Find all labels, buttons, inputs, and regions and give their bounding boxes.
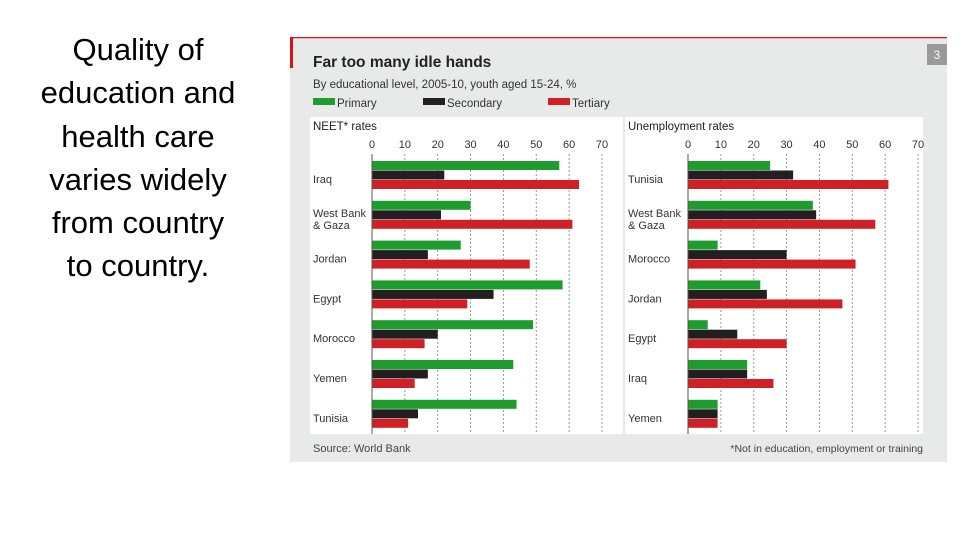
unemployment-tick-label-50: 50 [846,139,858,151]
unemployment-bar-jordan-secondary [688,289,767,299]
neet-category-label-egypt: Egypt [313,293,341,305]
neet-bar-iraq-primary [372,161,560,170]
unemployment-bar-morocco-primary [688,240,718,250]
neet-tick-label-50: 50 [530,139,542,151]
unemployment-category-label-yemen: Yemen [628,413,662,425]
page-badge-number: 3 [934,50,940,62]
unemployment-tick-label-30: 30 [780,139,792,151]
neet-bar-iraq-tertiary [372,180,579,189]
neet-panel: NEET* rates 0 10 20 30 40 50 60 70 Iraq West Bank&… [310,117,623,434]
unemployment-bar-egypt-tertiary [688,339,787,349]
neet-tick-label-20: 20 [432,139,444,151]
neet-tick-label-10: 10 [399,139,411,151]
neet-category-label-west-bank-gaza-line1: West Bank [313,208,366,220]
neet-category-label-morocco: Morocco [313,333,355,345]
neet-bar-morocco-tertiary [372,339,425,349]
legend-swatch-secondary [423,98,445,105]
chart-canvas: Far too many idle hands By educational l… [290,37,947,455]
page-badge [927,44,947,65]
unemployment-category-label-tunisia: Tunisia [628,174,664,186]
unemployment-bar-west-bank-gaza-primary [688,200,813,210]
unemployment-bar-egypt-primary [688,320,708,330]
neet-panel-title: NEET* rates [313,121,377,133]
legend-label-tertiary: Tertiary [572,98,610,110]
unemployment-tick-label-60: 60 [879,139,891,151]
neet-bar-egypt-primary [372,280,563,290]
neet-bar-yemen-tertiary [372,379,415,388]
neet-bar-egypt-secondary [372,289,494,299]
neet-bar-egypt-tertiary [372,299,468,309]
neet-category-label-yemen: Yemen [313,373,347,385]
unemployment-bar-egypt-secondary [688,329,738,339]
neet-bar-west-bank-gaza-primary [372,200,471,210]
chart-title: Far too many idle hands [313,54,491,71]
neet-bar-west-bank-gaza-tertiary [372,219,573,229]
legend-label-secondary: Secondary [447,98,502,110]
neet-bar-jordan-tertiary [372,259,530,269]
neet-tick-label-0: 0 [369,139,375,151]
unemployment-category-label-west-bank-gaza-line2: & Gaza [628,220,666,232]
neet-bar-tunisia-secondary [372,409,418,419]
unemployment-bar-jordan-tertiary [688,299,843,309]
unemployment-bar-tunisia-primary [688,161,771,170]
neet-tick-label-60: 60 [563,139,575,151]
unemployment-category-label-jordan: Jordan [628,293,662,305]
unemployment-bar-morocco-tertiary [688,259,856,269]
legend-label-primary: Primary [337,98,377,110]
slide-body-text: Quality of education and health care var… [40,32,236,284]
neet-category-label-jordan: Jordan [313,254,347,266]
unemployment-bar-iraq-secondary [688,369,748,379]
unemployment-category-label-egypt: Egypt [628,333,656,345]
chart-footnote: *Not in education, employment or trainin… [730,443,923,455]
unemployment-category-label-west-bank-gaza-line1: West Bank [628,208,681,220]
chart-figure: Far too many idle hands By educational l… [290,37,947,462]
unemployment-category-label-iraq: Iraq [628,373,647,385]
unemployment-panel-background [625,117,923,434]
unemployment-bar-iraq-primary [688,360,748,369]
unemployment-bar-morocco-secondary [688,250,787,260]
unemployment-tick-label-10: 10 [715,139,727,151]
unemployment-bar-tunisia-tertiary [688,180,889,189]
neet-tick-label-70: 70 [596,139,608,151]
unemployment-panel: Unemployment rates 0 10 20 30 40 50 60 70 Tunisia… [625,117,924,434]
unemployment-tick-label-40: 40 [813,139,825,151]
neet-tick-label-40: 40 [497,139,509,151]
unemployment-bar-iraq-tertiary [688,379,774,388]
accent-bar [290,37,293,68]
chart-source: Source: World Bank [313,443,411,455]
neet-bar-tunisia-tertiary [372,418,409,428]
legend: Primary Secondary Tertiary [313,98,610,110]
neet-bar-west-bank-gaza-secondary [372,210,441,220]
neet-bar-yemen-secondary [372,369,428,379]
unemployment-tick-label-0: 0 [685,139,691,151]
neet-category-label-west-bank-gaza-line2: & Gaza [313,220,351,232]
neet-bar-yemen-primary [372,360,514,369]
unemployment-bar-west-bank-gaza-secondary [688,210,817,220]
unemployment-panel-title: Unemployment rates [628,121,734,133]
unemployment-tick-label-70: 70 [912,139,924,151]
unemployment-category-label-morocco: Morocco [628,254,670,266]
neet-tick-label-30: 30 [464,139,476,151]
unemployment-bar-west-bank-gaza-tertiary [688,219,876,229]
unemployment-bar-jordan-primary [688,280,761,290]
unemployment-tick-label-20: 20 [748,139,760,151]
neet-bar-morocco-secondary [372,329,438,339]
unemployment-bar-yemen-primary [688,399,718,409]
neet-category-label-iraq: Iraq [313,174,332,186]
neet-category-label-tunisia: Tunisia [313,413,349,425]
neet-bar-jordan-secondary [372,250,428,260]
neet-bar-jordan-primary [372,240,461,250]
neet-bar-morocco-primary [372,320,533,330]
unemployment-bar-yemen-tertiary [688,418,718,428]
chart-subtitle: By educational level, 2005-10, youth age… [313,79,576,91]
legend-swatch-tertiary [548,98,570,105]
neet-bar-iraq-secondary [372,170,445,180]
legend-swatch-primary [313,98,335,105]
unemployment-bar-tunisia-secondary [688,170,794,180]
unemployment-bar-yemen-secondary [688,409,718,419]
neet-bar-tunisia-primary [372,399,517,409]
